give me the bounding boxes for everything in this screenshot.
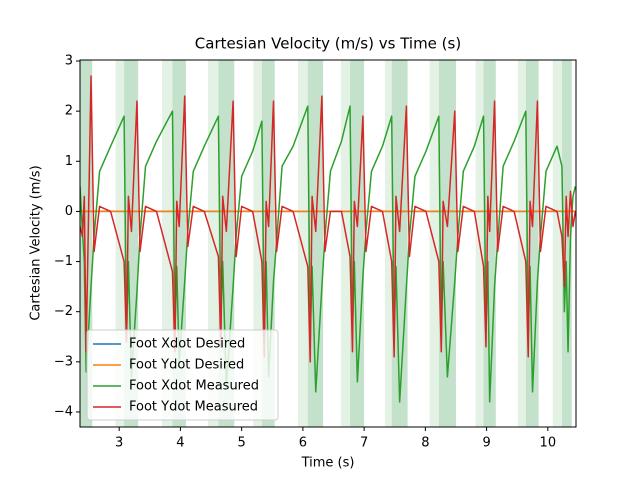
- x-tick-label: 7: [360, 436, 368, 451]
- shaded-span: [340, 60, 351, 427]
- y-tick-label: 1: [65, 154, 73, 169]
- y-tick-label: −2: [54, 304, 73, 319]
- legend: Foot Xdot Desired Foot Ydot Desired Foot X…: [86, 329, 279, 421]
- shaded-span: [162, 60, 173, 427]
- shaded-span: [297, 60, 308, 427]
- shaded-span: [253, 60, 262, 427]
- x-tick-label: 8: [421, 436, 429, 451]
- legend-label: Foot Xdot Desired: [129, 337, 245, 352]
- legend-box: [86, 329, 279, 421]
- shaded-span: [207, 60, 219, 427]
- series-line: [80, 105, 576, 403]
- plot-frame: [79, 59, 577, 428]
- x-tick-label: 6: [299, 436, 307, 451]
- shaded-span: [552, 60, 562, 427]
- y-tick-label: −1: [54, 254, 73, 269]
- x-tick-label: 9: [482, 436, 490, 451]
- series-line: [80, 75, 576, 363]
- plot-lines: [80, 75, 576, 403]
- y-axis-label: Cartesian Velocity (m/s): [29, 165, 44, 320]
- legend-label: Foot Xdot Measured: [129, 379, 259, 394]
- y-tick-label: 2: [65, 104, 73, 119]
- x-tick-label: 3: [115, 436, 123, 451]
- x-axis-label: Time (s): [301, 456, 355, 471]
- x-tick-label: 4: [176, 436, 184, 451]
- x-tick-label: 5: [238, 436, 246, 451]
- y-tick-label: 0: [65, 204, 73, 219]
- y-tick-label: 3: [65, 54, 73, 69]
- legend-label: Foot Ydot Measured: [129, 400, 258, 415]
- shaded-span: [561, 60, 572, 427]
- y-tick-label: −3: [54, 354, 73, 369]
- x-tick-label: 10: [540, 436, 557, 451]
- chart-title: Cartesian Velocity (m/s) vs Time (s): [195, 35, 461, 53]
- legend-label: Foot Ydot Desired: [129, 358, 244, 373]
- y-tick-label: −4: [54, 404, 73, 419]
